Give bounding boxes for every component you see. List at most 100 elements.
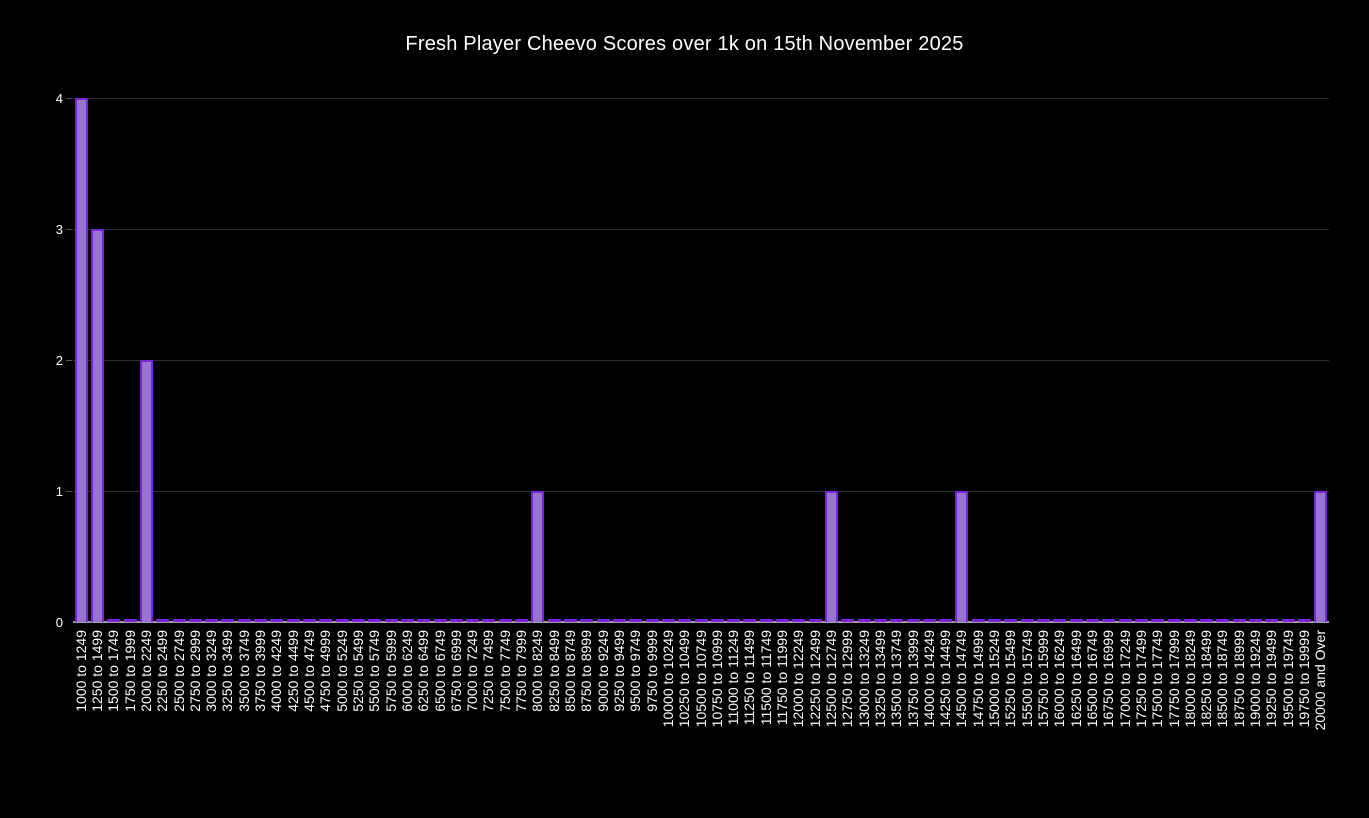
x-axis-label: 9750 to 9999: [643, 630, 660, 712]
bar-zero[interactable]: [286, 619, 300, 622]
bar-zero[interactable]: [629, 619, 643, 622]
bar-zero[interactable]: [906, 619, 920, 622]
bar-zero[interactable]: [1004, 619, 1018, 622]
bar-zero[interactable]: [433, 619, 447, 622]
x-axis-label: 3500 to 3749: [235, 630, 252, 712]
bar-zero[interactable]: [988, 619, 1002, 622]
bar-zero[interactable]: [564, 619, 577, 622]
bar-zero[interactable]: [188, 619, 202, 622]
x-axis-label: 7750 to 7999: [513, 630, 530, 712]
bar-zero[interactable]: [1216, 619, 1230, 622]
x-axis-label: 5500 to 5749: [366, 630, 383, 712]
bar-zero[interactable]: [1298, 619, 1312, 622]
bar-zero[interactable]: [351, 619, 365, 622]
bar-zero[interactable]: [319, 619, 333, 622]
bar-zero[interactable]: [449, 619, 463, 622]
bar[interactable]: [955, 491, 969, 622]
bar-zero[interactable]: [335, 619, 349, 622]
bar-zero[interactable]: [417, 619, 431, 622]
bar[interactable]: [74, 98, 88, 622]
bar-zero[interactable]: [678, 619, 692, 622]
y-axis-label: 0: [55, 615, 63, 630]
bar-zero[interactable]: [596, 619, 610, 622]
bar-zero[interactable]: [498, 619, 512, 622]
x-axis-label: 2750 to 2999: [186, 630, 203, 712]
y-axis-label: 2: [55, 353, 63, 368]
x-axis-label: 11500 to 11749: [757, 630, 774, 726]
bar-zero[interactable]: [759, 619, 773, 622]
x-axis-label: 9500 to 9749: [627, 630, 644, 712]
x-axis-label: 6000 to 6249: [398, 630, 415, 712]
x-axis-label: 16500 to 16749: [1083, 630, 1100, 728]
bar-zero[interactable]: [939, 619, 953, 622]
bar-zero[interactable]: [270, 619, 284, 622]
x-axis-label: 1500 to 1749: [105, 630, 122, 712]
bar-zero[interactable]: [1232, 619, 1246, 622]
x-axis-label: 8250 to 8499: [545, 630, 562, 712]
bar-zero[interactable]: [221, 619, 235, 622]
bar-zero[interactable]: [1102, 619, 1116, 622]
bar[interactable]: [1314, 491, 1328, 622]
chart-title: Fresh Player Cheevo Scores over 1k on 15…: [405, 33, 964, 55]
bar-zero[interactable]: [776, 619, 790, 622]
bar-zero[interactable]: [743, 619, 757, 622]
bar-zero[interactable]: [254, 619, 268, 622]
bar-zero[interactable]: [857, 619, 871, 622]
bar-zero[interactable]: [1085, 619, 1099, 622]
x-axis-label: 5750 to 5999: [382, 630, 399, 712]
bar-zero[interactable]: [107, 619, 121, 622]
bar-zero[interactable]: [1200, 619, 1214, 622]
bar-zero[interactable]: [123, 619, 137, 622]
bar-zero[interactable]: [1249, 619, 1263, 622]
bar-zero[interactable]: [1134, 619, 1148, 622]
x-axis-label: 8500 to 8749: [562, 630, 578, 712]
bar-zero[interactable]: [710, 619, 724, 622]
bar-zero[interactable]: [303, 619, 317, 622]
x-axis-label: 11250 to 11499: [741, 630, 758, 726]
x-axis-label: 16750 to 16999: [1100, 630, 1117, 728]
bar-zero[interactable]: [873, 619, 887, 622]
x-axis-label: 11000 to 11249: [725, 630, 742, 726]
bar-zero[interactable]: [1020, 619, 1034, 622]
bar-zero[interactable]: [368, 619, 382, 622]
bar-zero[interactable]: [645, 619, 659, 622]
bar-zero[interactable]: [1037, 619, 1051, 622]
bar-zero[interactable]: [1265, 619, 1279, 622]
bar-zero[interactable]: [1053, 619, 1067, 622]
bar-zero[interactable]: [515, 619, 529, 622]
x-axis-label: 14000 to 14249: [920, 630, 937, 728]
bar-zero[interactable]: [694, 619, 708, 622]
bar-zero[interactable]: [156, 619, 170, 622]
bar-zero[interactable]: [971, 619, 985, 622]
bar-zero[interactable]: [1069, 619, 1083, 622]
bar-zero[interactable]: [1183, 619, 1197, 622]
bar[interactable]: [824, 491, 838, 622]
bar-zero[interactable]: [661, 619, 675, 622]
bar-zero[interactable]: [890, 619, 904, 622]
bar-zero[interactable]: [1118, 619, 1132, 622]
bar-zero[interactable]: [1151, 619, 1165, 622]
bar[interactable]: [531, 491, 545, 622]
x-axis-label: 6250 to 6499: [415, 630, 432, 712]
bar-zero[interactable]: [580, 619, 594, 622]
bar[interactable]: [90, 229, 104, 622]
bar-zero[interactable]: [547, 619, 561, 622]
bar-zero[interactable]: [922, 619, 936, 622]
bar-zero[interactable]: [1281, 619, 1295, 622]
bar-zero[interactable]: [172, 619, 186, 622]
bar-zero[interactable]: [612, 619, 626, 622]
bar-zero[interactable]: [384, 619, 398, 622]
x-axis-label: 5250 to 5499: [349, 630, 366, 712]
bar-zero[interactable]: [841, 619, 855, 622]
bar-zero[interactable]: [400, 619, 414, 622]
bar-zero[interactable]: [237, 619, 251, 622]
bar-zero[interactable]: [792, 619, 806, 622]
bar-zero[interactable]: [482, 619, 496, 622]
bar-zero[interactable]: [466, 619, 480, 622]
bar-zero[interactable]: [808, 619, 822, 622]
bar-zero[interactable]: [205, 619, 219, 622]
bar-zero[interactable]: [727, 619, 741, 622]
bar-zero[interactable]: [1167, 619, 1181, 622]
x-axis-label: 12250 to 12499: [806, 630, 823, 728]
bar[interactable]: [139, 360, 153, 622]
